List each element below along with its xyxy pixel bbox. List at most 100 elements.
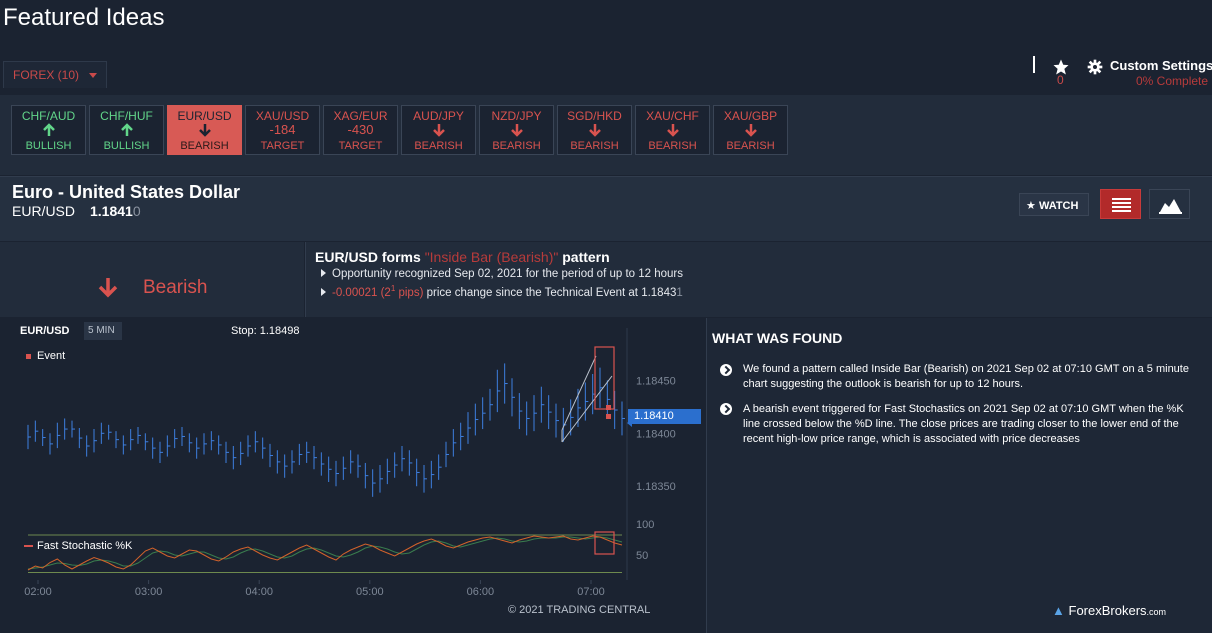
arrow-up-icon — [90, 123, 163, 139]
current-price-tag: 1.18410 — [628, 409, 701, 424]
event-legend-label: Event — [37, 350, 66, 362]
what-was-found-panel — [706, 318, 1212, 633]
pair-tab-signal: BULLISH — [103, 140, 150, 152]
star-icon[interactable] — [1052, 58, 1070, 76]
pattern-channel — [561, 355, 613, 443]
caret-down-icon — [89, 73, 98, 79]
bullet-triangle-icon — [321, 269, 326, 277]
instrument-panel — [0, 176, 1212, 241]
pair-tab-signal: BEARISH — [180, 140, 229, 152]
chevron-right-icon — [720, 364, 732, 376]
list-view-button[interactable] — [1100, 189, 1141, 219]
pair-tab-xau-usd[interactable]: XAU/USD -184 TARGET — [245, 105, 320, 155]
event-marker — [606, 405, 611, 410]
pattern-link[interactable]: "Inside Bar (Bearish)" — [424, 249, 559, 265]
instrument-name: Euro - United States Dollar — [12, 182, 241, 202]
sentiment-label: Bearish — [143, 277, 208, 298]
pair-tab-signal: BULLISH — [25, 140, 72, 152]
event-marker — [606, 414, 611, 419]
arrow-down-icon — [558, 123, 631, 139]
event-legend: Event — [26, 350, 65, 362]
chart-interval[interactable]: 5 MIN — [84, 322, 122, 340]
chart-copyright: © 2021 TRADING CENTRAL — [508, 604, 651, 616]
time-tick-label: 07:00 — [577, 586, 605, 598]
found-item: A bearish event triggered for Fast Stoch… — [743, 403, 1184, 445]
pair-tab-eur-usd[interactable]: EUR/USD BEARISH — [167, 105, 242, 155]
instrument-symbol: EUR/USD — [12, 203, 76, 219]
event-title: EUR/USD forms "Inside Bar (Bearish)" pat… — [315, 249, 610, 265]
stochastic-legend-swatch — [24, 545, 33, 548]
pair-tab-xau-gbp[interactable]: XAU/GBP BEARISH — [713, 105, 788, 155]
arrow-down-icon — [714, 123, 787, 139]
area-chart-icon — [1159, 199, 1182, 214]
chart-view-button[interactable] — [1149, 189, 1190, 219]
chart-symbol: EUR/USD — [20, 325, 70, 337]
chart-area[interactable] — [0, 318, 705, 633]
pair-tab-nzd-jpy[interactable]: NZD/JPY BEARISH — [479, 105, 554, 155]
pair-tab-signal: BEARISH — [414, 140, 463, 152]
event-line-2-text: price change since the Technical Event a… — [423, 286, 677, 299]
event-line-1-text: Opportunity recognized Sep 02, 2021 for … — [332, 268, 683, 280]
pair-tab-name: EUR/USD — [177, 109, 232, 123]
pair-tab-name: XAU/CHF — [646, 109, 699, 123]
arrow-down-icon — [480, 123, 553, 139]
custom-settings-progress: 0% Complete — [1136, 74, 1209, 88]
pair-tab-chf-huf[interactable]: CHF/HUF BULLISH — [89, 105, 164, 155]
pair-tab-signal: TARGET — [260, 140, 305, 152]
custom-settings-link[interactable]: Custom Settings — [1110, 58, 1212, 73]
event-line-1: Opportunity recognized Sep 02, 2021 for … — [321, 268, 683, 280]
stochastic-d-line — [27, 536, 623, 570]
pair-tab-name: SGD/HKD — [567, 109, 622, 123]
price-tick-label: 1.18350 — [636, 481, 676, 493]
price-change-sup: 1 — [390, 284, 396, 293]
pair-tab-sgd-hkd[interactable]: SGD/HKD BEARISH — [557, 105, 632, 155]
event-title-prefix: EUR/USD forms — [315, 249, 425, 265]
price-chart[interactable]: 1.18450 1.18400 1.18350 100 50 02:00 03:00 04:0… — [0, 318, 705, 633]
price-last-digit: 0 — [132, 203, 141, 219]
event-box — [594, 346, 615, 410]
event-legend-swatch — [26, 353, 31, 359]
gear-icon[interactable] — [1087, 59, 1103, 75]
what-was-found-title: WHAT WAS FOUND — [712, 330, 843, 346]
time-tick-label: 05:00 — [356, 586, 384, 598]
page-title: Featured Ideas — [3, 4, 165, 31]
pair-tab-value: -430 — [347, 122, 374, 137]
pair-tab-name: XAU/USD — [255, 109, 310, 123]
brand-suffix: .com — [1146, 607, 1167, 617]
pair-tab-name: CHF/HUF — [100, 109, 153, 123]
price-tick-label: 1.18400 — [636, 428, 676, 440]
pair-tab-xag-eur[interactable]: XAG/EUR -430 TARGET — [323, 105, 398, 155]
price-change: -0.00021 (2 — [332, 286, 391, 299]
brand-mark-icon: ▲ — [1052, 603, 1065, 618]
star-icon: ★ — [1026, 200, 1036, 212]
arrow-down-icon — [402, 123, 475, 139]
arrow-down-icon — [168, 123, 241, 139]
pair-tab-name: AUD/JPY — [413, 109, 464, 123]
pair-tab-signal: BEARISH — [570, 140, 619, 152]
bullet-triangle-icon — [321, 287, 326, 296]
forex-filter-dropdown[interactable]: FOREX (10) — [3, 61, 107, 88]
watch-button[interactable]: ★ WATCH — [1019, 193, 1089, 216]
stochastic-legend: Fast Stochastic %K — [24, 540, 132, 552]
time-tick-label: 04:00 — [245, 586, 273, 598]
sentiment-box — [0, 242, 304, 317]
time-tick-label: 02:00 — [24, 586, 52, 598]
arrow-up-icon — [12, 123, 85, 139]
price-tick-label: 1.18450 — [636, 375, 676, 387]
arrow-down-icon — [636, 123, 709, 139]
brand-name: ForexBrokers — [1068, 603, 1147, 618]
pair-tab-value: -184 — [269, 122, 296, 137]
event-title-suffix: pattern — [558, 249, 610, 265]
pair-tab-xau-chf[interactable]: XAU/CHF BEARISH — [635, 105, 710, 155]
indicator-tick-label: 100 — [636, 519, 654, 531]
pair-tab-aud-jpy[interactable]: AUD/JPY BEARISH — [401, 105, 476, 155]
header-divider — [1033, 56, 1035, 73]
indicator-tick-label: 50 — [636, 550, 648, 562]
time-tick-label: 06:00 — [467, 586, 495, 598]
stochastic-k-line — [27, 535, 623, 571]
brand-logo: ▲ ForexBrokers.com — [1052, 603, 1166, 618]
time-tick-label: 03:00 — [135, 586, 163, 598]
list-icon — [1112, 198, 1131, 212]
pair-tab-chf-aud[interactable]: CHF/AUD BULLISH — [11, 105, 86, 155]
chart-stop-label: Stop: 1.18498 — [231, 325, 300, 337]
